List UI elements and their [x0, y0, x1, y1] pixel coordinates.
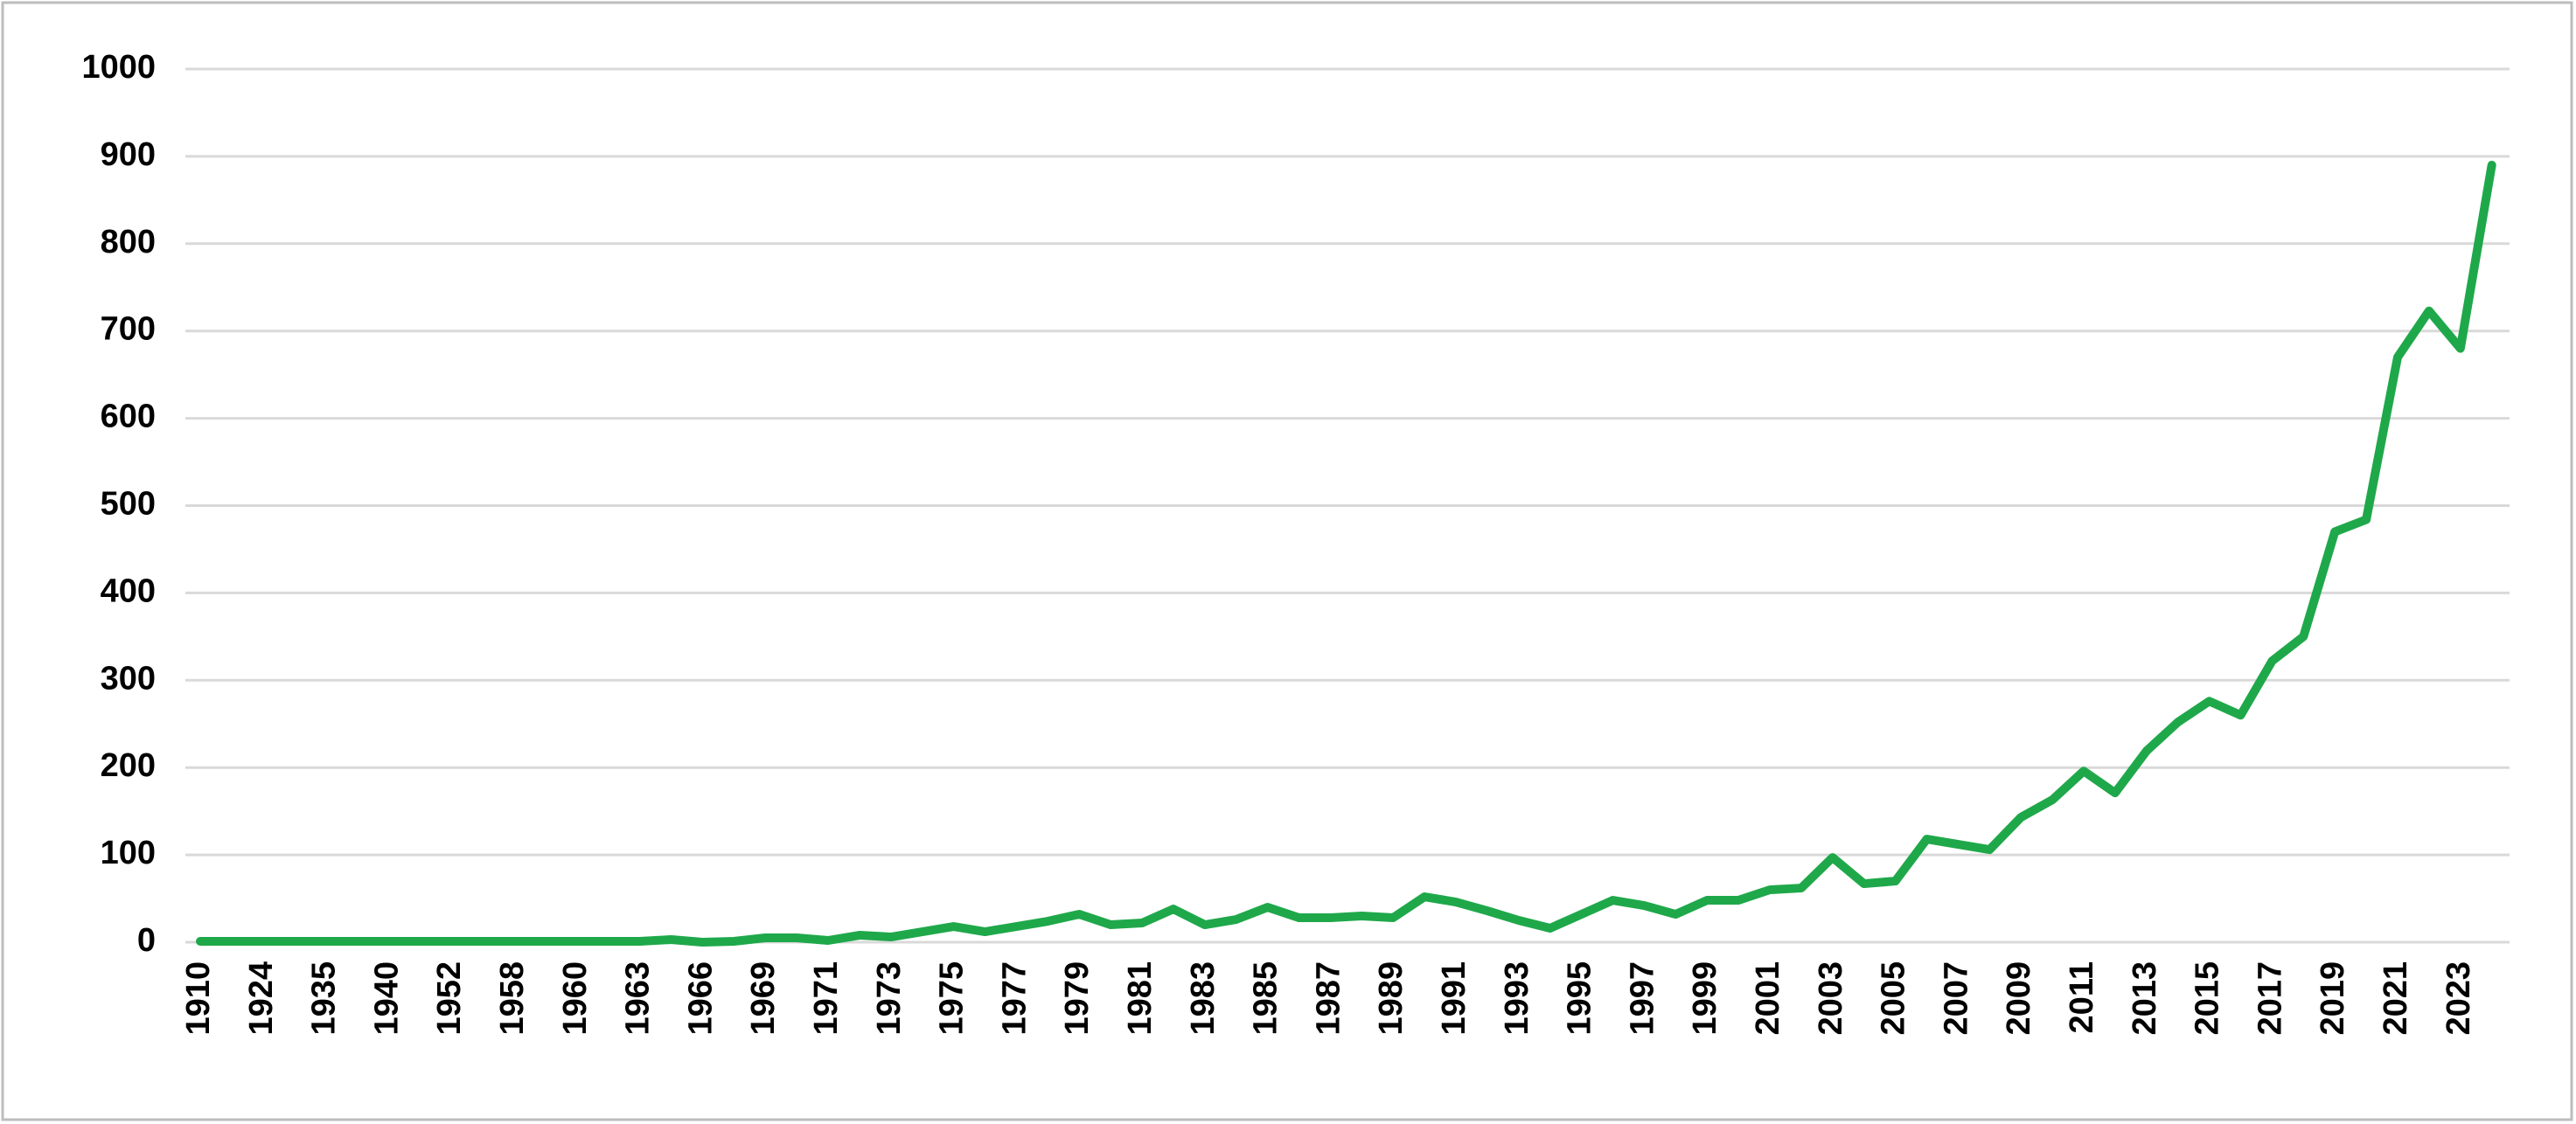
x-tick-label: 1973	[871, 961, 908, 1036]
x-tick-label: 1977	[996, 961, 1033, 1036]
x-tick-label: 2005	[1876, 961, 1912, 1036]
y-tick-label: 900	[101, 136, 156, 173]
x-tick-label: 1987	[1310, 961, 1347, 1036]
x-tick-label: 1999	[1687, 961, 1723, 1036]
y-tick-label: 500	[101, 486, 156, 523]
x-tick-label: 1969	[745, 961, 782, 1036]
x-tick-label: 1993	[1499, 961, 1535, 1036]
y-tick-label: 0	[137, 922, 156, 959]
y-tick-label: 1000	[81, 49, 156, 86]
x-tick-label: 1935	[306, 961, 343, 1036]
x-tick-label: 2023	[2440, 961, 2477, 1036]
x-tick-label: 1995	[1562, 961, 1598, 1036]
y-tick-label: 800	[101, 224, 156, 260]
x-tick-label: 1989	[1373, 961, 1410, 1036]
x-tick-label: 2011	[2064, 961, 2100, 1033]
x-tick-label: 2003	[1813, 961, 1849, 1036]
x-tick-label: 1910	[180, 961, 217, 1036]
x-tick-label: 1975	[934, 961, 971, 1036]
x-tick-label: 1960	[557, 961, 594, 1036]
y-tick-label: 300	[101, 660, 156, 697]
x-tick-label: 1971	[808, 961, 845, 1036]
x-tick-label: 2013	[2127, 961, 2163, 1036]
x-tick-label: 2021	[2378, 961, 2414, 1036]
x-tick-label: 1940	[368, 961, 405, 1036]
y-tick-label: 400	[101, 572, 156, 609]
x-tick-label: 1991	[1436, 961, 1472, 1036]
x-tick-label: 1958	[494, 961, 531, 1036]
x-tick-label: 1979	[1059, 961, 1096, 1036]
y-tick-label: 600	[101, 399, 156, 435]
x-tick-label: 2009	[2001, 961, 2037, 1036]
x-tick-label: 2007	[1938, 961, 1974, 1036]
x-tick-label: 1952	[431, 961, 468, 1036]
x-tick-label: 1924	[243, 961, 280, 1036]
x-tick-label: 1981	[1122, 961, 1159, 1036]
data-line	[196, 160, 2496, 947]
x-tick-label: 1997	[1624, 961, 1660, 1036]
y-tick-label: 100	[101, 835, 156, 871]
x-tick-label: 2001	[1750, 961, 1786, 1036]
x-tick-label: 1983	[1185, 961, 1222, 1036]
y-tick-label: 200	[101, 747, 156, 784]
x-tick-label: 1963	[620, 961, 657, 1036]
x-tick-label: 1966	[682, 961, 719, 1036]
x-tick-label: 2019	[2315, 961, 2351, 1036]
x-tick-label: 2015	[2190, 961, 2226, 1036]
x-tick-label: 2017	[2252, 961, 2288, 1036]
x-tick-label: 1985	[1248, 961, 1285, 1036]
y-tick-label: 700	[101, 311, 156, 348]
